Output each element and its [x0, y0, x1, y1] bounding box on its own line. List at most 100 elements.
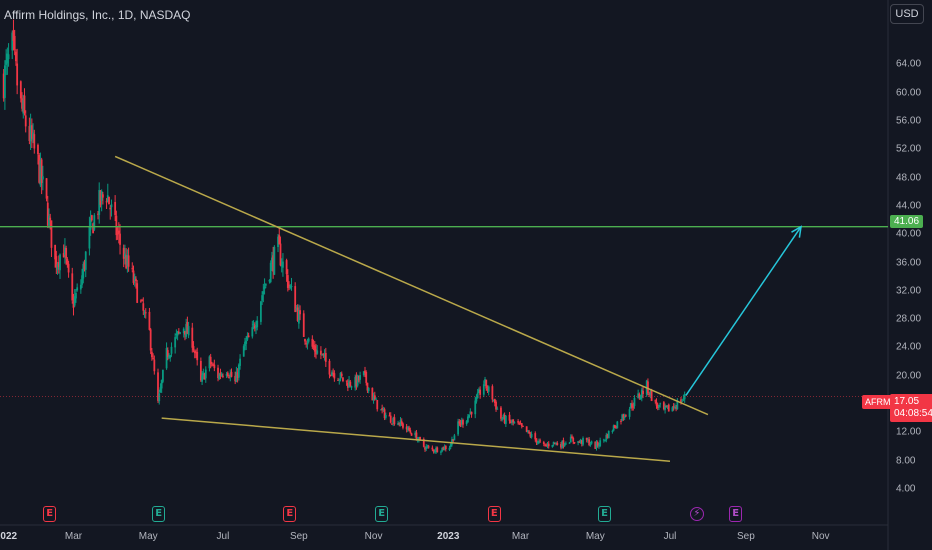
- candle-body: [320, 350, 322, 355]
- candle-body: [362, 371, 365, 375]
- candle-body: [297, 311, 300, 324]
- candle-body: [432, 449, 435, 452]
- candle-body: [209, 356, 212, 365]
- candle-body: [562, 440, 565, 446]
- candle-body: [632, 406, 635, 408]
- candle-body: [244, 341, 246, 347]
- earnings-event-icon[interactable]: E: [283, 506, 297, 522]
- candle-body: [64, 247, 66, 255]
- candle-body: [453, 435, 456, 441]
- candle-body: [7, 54, 10, 60]
- candle-body: [436, 447, 439, 453]
- candle-body: [82, 263, 85, 279]
- candle-body: [242, 346, 245, 357]
- candle-body: [503, 415, 506, 424]
- candle-body: [304, 338, 306, 342]
- candle-body: [376, 399, 379, 410]
- candle-body: [662, 402, 665, 410]
- candle-body: [202, 372, 205, 376]
- projection-arrow-head: [791, 225, 803, 238]
- candle-body: [656, 404, 659, 409]
- candle-body: [564, 443, 567, 445]
- candle-body: [72, 301, 75, 308]
- candle-body: [119, 233, 121, 245]
- symbol-tag: AFRM: [862, 395, 894, 409]
- x-tick-label: Nov: [811, 531, 830, 542]
- candle-body: [417, 437, 420, 441]
- candle-body: [470, 411, 473, 415]
- candle-body: [389, 415, 392, 423]
- candle-body: [236, 372, 239, 378]
- y-tick-label: 4.00: [896, 483, 916, 495]
- candle-body: [252, 324, 255, 326]
- candle-body: [83, 262, 86, 270]
- candle-body: [604, 439, 606, 441]
- candle-body: [388, 415, 391, 417]
- candle-body: [384, 414, 387, 418]
- candle-body: [348, 380, 350, 388]
- candle-body: [307, 338, 310, 342]
- x-tick-label: Jul: [216, 531, 230, 542]
- candle-body: [513, 422, 516, 424]
- candle-body: [582, 438, 584, 445]
- candle-body: [117, 230, 120, 234]
- candle-body: [606, 434, 609, 439]
- candle-body: [431, 447, 434, 450]
- candle-body: [659, 403, 662, 405]
- candle-body: [444, 446, 447, 450]
- candle-body: [474, 400, 477, 415]
- earnings-event-icon[interactable]: E: [43, 506, 57, 522]
- candle-body: [551, 445, 554, 447]
- candle-body: [306, 343, 309, 345]
- candle-body: [278, 235, 281, 245]
- y-tick-label: 24.00: [896, 341, 922, 353]
- currency-button[interactable]: USD: [890, 4, 924, 24]
- candle-body: [159, 387, 162, 392]
- candle-body: [235, 371, 238, 383]
- event-bolt-icon[interactable]: ⚡: [689, 507, 704, 521]
- candle-body: [160, 380, 163, 389]
- candle-body: [46, 202, 49, 226]
- candle-body: [153, 359, 156, 372]
- candle-body: [391, 423, 393, 425]
- earnings-event-icon[interactable]: E: [598, 506, 612, 522]
- candle-body: [487, 386, 490, 392]
- candle-body: [367, 387, 370, 391]
- earnings-event-icon[interactable]: E: [152, 506, 166, 522]
- earnings-event-icon[interactable]: E: [375, 506, 389, 522]
- candle-body: [399, 420, 402, 426]
- candle-body: [383, 409, 386, 419]
- candle-body: [580, 440, 583, 444]
- candle-body: [59, 254, 61, 271]
- candle-body: [340, 373, 343, 377]
- candle-body: [628, 409, 631, 417]
- candle-body: [12, 30, 15, 41]
- candle-body: [556, 442, 559, 445]
- current-price-tag: 17.05 04:08:54: [890, 394, 932, 422]
- candle-body: [509, 421, 512, 423]
- chart-title: Affirm Holdings, Inc., 1D, NASDAQ: [4, 8, 191, 22]
- candle-body: [122, 247, 125, 259]
- candle-body: [595, 442, 598, 449]
- candle-body: [184, 330, 186, 335]
- candle-body: [286, 275, 289, 288]
- earnings-event-icon[interactable]: E: [487, 506, 501, 522]
- candle-body: [126, 255, 129, 267]
- candle-body: [572, 437, 575, 442]
- candle-body: [89, 218, 92, 230]
- candle-body: [136, 283, 139, 303]
- candle-body: [23, 95, 26, 114]
- candle-body: [640, 389, 643, 398]
- candle-body: [647, 381, 649, 393]
- candle-body: [157, 372, 159, 401]
- candle-body: [328, 360, 331, 375]
- candle-body: [30, 125, 33, 139]
- candle-body: [150, 351, 153, 358]
- earnings-event-icon[interactable]: E: [729, 506, 743, 522]
- candle-body: [469, 411, 472, 414]
- candle-body: [495, 401, 497, 410]
- candle-body: [176, 331, 179, 336]
- candle-body: [142, 303, 145, 311]
- candle-body: [110, 204, 113, 208]
